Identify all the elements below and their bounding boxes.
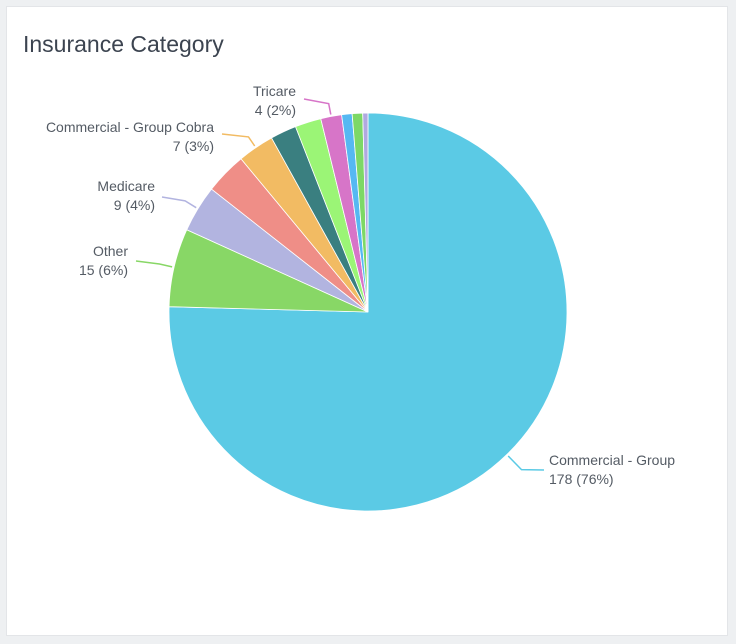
- slice-label-name: Medicare: [97, 178, 155, 194]
- slice-label-value: 4 (2%): [255, 102, 296, 118]
- leader-line: [161, 196, 197, 209]
- slice-label-name: Commercial - Group Cobra: [46, 119, 214, 135]
- slice-label-value: 178 (76%): [549, 471, 614, 487]
- leader-line: [507, 455, 545, 471]
- leader-line: [135, 260, 173, 268]
- pie-slice[interactable]: [362, 112, 369, 313]
- pie-slices: [168, 112, 568, 512]
- slice-label-name: Tricare: [253, 83, 296, 99]
- leader-line: [221, 133, 256, 147]
- chart-title: Insurance Category: [23, 31, 224, 57]
- leader-lines: [135, 98, 545, 471]
- slice-label-value: 9 (4%): [114, 197, 155, 213]
- slice-label-name: Other: [93, 243, 128, 259]
- slice-label-name: Commercial - Group: [549, 452, 675, 468]
- slice-label-value: 15 (6%): [79, 262, 128, 278]
- leader-line: [303, 98, 332, 115]
- slice-label-value: 7 (3%): [173, 138, 214, 154]
